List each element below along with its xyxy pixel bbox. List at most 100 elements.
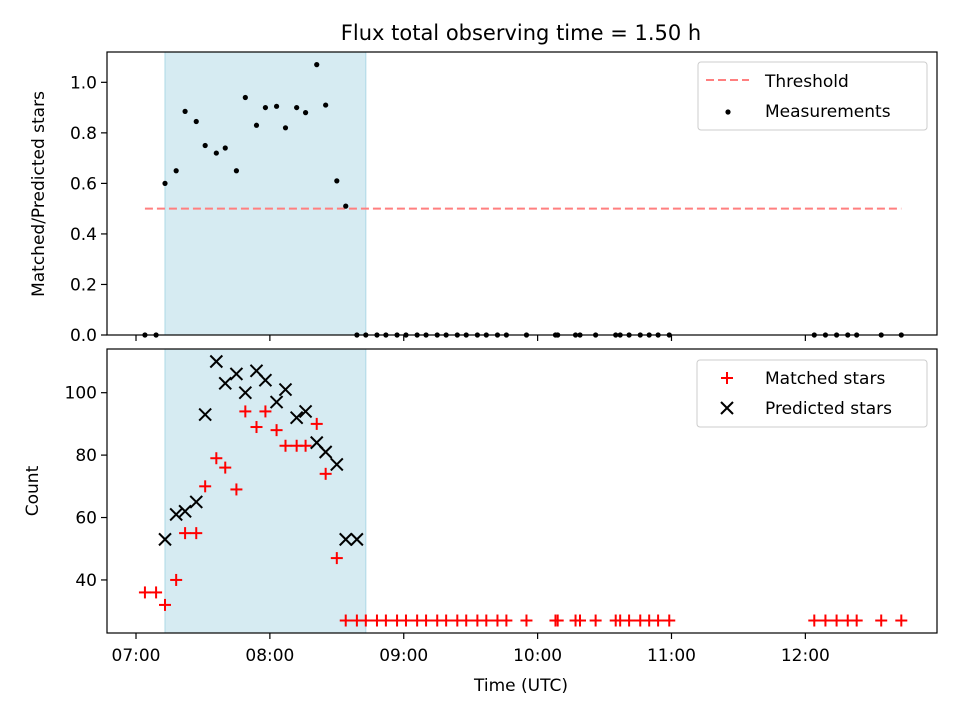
matched-star-point xyxy=(170,573,183,586)
matched-star-point xyxy=(480,614,493,627)
measurement-point xyxy=(182,108,188,114)
matched-stars-legend-swatch xyxy=(721,372,733,384)
predicted-star-stroke-b xyxy=(350,532,364,547)
y-tick-label: 40 xyxy=(75,571,97,591)
matched-star-point xyxy=(574,614,587,627)
measurement-point xyxy=(222,145,228,151)
predicted-stars-points xyxy=(158,354,364,547)
predicted-star-point xyxy=(218,376,232,391)
measurements-legend-label: Measurements xyxy=(765,102,891,122)
observing-interval-shade-bottom xyxy=(164,348,367,634)
predicted-star-stroke-b xyxy=(189,495,203,509)
bottom-legend: Matched stars Predicted stars xyxy=(696,359,928,428)
predicted-star-point xyxy=(198,407,212,422)
measurement-point xyxy=(302,110,309,116)
predicted-star-stroke-b xyxy=(330,457,344,472)
measurement-points xyxy=(142,62,904,338)
matched-star-point xyxy=(663,614,676,627)
predicted-star-stroke-b xyxy=(298,404,313,419)
matched-star-point xyxy=(279,439,292,452)
predicted-star-point xyxy=(298,404,313,419)
matched-star-point xyxy=(359,614,372,627)
y-tick-label: 0.0 xyxy=(70,326,97,346)
matched-star-point xyxy=(850,614,863,627)
x-tick-label: 09:00 xyxy=(379,646,428,666)
measurement-point xyxy=(162,180,168,186)
predicted-star-stroke-b xyxy=(178,504,192,518)
matched-star-point xyxy=(623,614,636,627)
measurement-point xyxy=(282,125,289,131)
matched-star-point xyxy=(420,614,433,627)
y-tick-label: 100 xyxy=(65,384,97,404)
y-tick-label: 0.2 xyxy=(70,275,97,295)
y-tick-label: 0.4 xyxy=(70,225,97,245)
matched-stars-legend-label: Matched stars xyxy=(765,369,885,389)
top-panel: 0.0 0.2 0.4 0.6 0.8 1.0 Matched/Predicted sta… xyxy=(29,51,938,346)
matched-star-point xyxy=(652,614,665,627)
y-tick-label: 1.0 xyxy=(70,73,97,93)
x-tick-label: 12:00 xyxy=(781,646,830,666)
matched-star-point xyxy=(440,614,453,627)
bottom-y-axis-label: Count xyxy=(23,465,43,516)
matched-star-point xyxy=(159,598,172,611)
predicted-star-point xyxy=(278,382,293,397)
top-panel-frame xyxy=(106,51,938,336)
predicted-star-stroke-b xyxy=(289,410,304,425)
measurement-point xyxy=(202,142,208,149)
top-x-axis-ticks xyxy=(135,335,806,341)
top-y-axis-ticks: 0.0 0.2 0.4 0.6 0.8 1.0 xyxy=(70,73,107,346)
predicted-star-point xyxy=(258,373,273,387)
predicted-stars-legend-swatch xyxy=(720,401,734,415)
predicted-star-stroke-b xyxy=(169,507,183,522)
predicted-star-stroke-b xyxy=(229,367,244,381)
predicted-star-point xyxy=(350,532,364,547)
matched-star-point xyxy=(270,424,283,437)
matched-star-point xyxy=(330,552,343,565)
predicted-star-stroke-b xyxy=(269,395,284,409)
matched-star-point xyxy=(830,614,843,627)
matched-star-point xyxy=(210,452,223,465)
predicted-star-stroke-b xyxy=(249,364,264,378)
predicted-star-point xyxy=(158,532,172,547)
predicted-star-stroke-b xyxy=(258,373,273,387)
measurement-point xyxy=(233,168,240,174)
predicted-star-stroke-b xyxy=(218,376,232,391)
y-tick-label: 0.6 xyxy=(70,174,97,194)
predicted-star-point xyxy=(318,445,333,459)
measurement-point xyxy=(253,122,260,128)
predicted-star-point xyxy=(238,385,253,400)
x-tick-label: 10:00 xyxy=(513,646,562,666)
measurement-point xyxy=(242,94,248,101)
matched-star-point xyxy=(199,480,212,493)
chart-title: Flux total observing time = 1.50 h xyxy=(341,21,701,45)
predicted-star-point xyxy=(269,395,284,409)
bottom-panel: 40 60 80 100 07:00 08:00 09:00 10:00 11:00 12:00… xyxy=(23,348,938,696)
matched-star-point xyxy=(808,614,821,627)
measurement-point xyxy=(314,62,320,68)
observing-interval-shade xyxy=(164,51,367,336)
x-tick-label: 08:00 xyxy=(245,646,294,666)
predicted-star-stroke-b xyxy=(278,382,293,397)
predicted-star-stroke-b xyxy=(318,445,333,459)
predicted-star-stroke-b xyxy=(209,354,224,369)
matched-star-point xyxy=(379,614,392,627)
matched-stars-points xyxy=(138,405,908,627)
predicted-star-stroke-b xyxy=(198,407,212,422)
predicted-star-point xyxy=(189,495,203,509)
predicted-star-point xyxy=(289,410,304,425)
measurement-point xyxy=(323,102,329,108)
measurement-point xyxy=(193,118,199,125)
matched-star-point xyxy=(150,586,163,599)
measurement-point xyxy=(173,168,179,174)
bottom-y-axis-ticks: 40 60 80 100 xyxy=(65,384,107,591)
matched-star-point xyxy=(138,586,151,599)
measurement-point xyxy=(213,150,219,156)
y-tick-label: 80 xyxy=(75,446,97,466)
measurement-point xyxy=(294,104,300,111)
top-legend: Threshold Measurements xyxy=(697,61,928,131)
matched-star-point xyxy=(500,614,513,627)
predicted-star-point xyxy=(339,532,353,547)
top-y-axis-label: Matched/Predicted stars xyxy=(29,91,49,297)
measurement-point xyxy=(343,203,349,209)
